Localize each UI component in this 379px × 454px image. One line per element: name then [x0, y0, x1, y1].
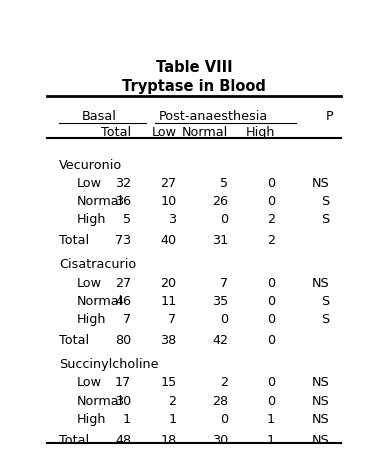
Text: Cisatracurio: Cisatracurio: [59, 258, 136, 271]
Text: 11: 11: [160, 295, 177, 308]
Text: 0: 0: [267, 195, 275, 208]
Text: 73: 73: [115, 234, 131, 247]
Text: Total: Total: [59, 434, 89, 447]
Text: 7: 7: [220, 276, 228, 290]
Text: 18: 18: [160, 434, 177, 447]
Text: Low: Low: [77, 177, 102, 190]
Text: 0: 0: [220, 313, 228, 326]
Text: NS: NS: [312, 376, 329, 390]
Text: 0: 0: [220, 213, 228, 226]
Text: 31: 31: [212, 234, 228, 247]
Text: 15: 15: [160, 376, 177, 390]
Text: Normal: Normal: [182, 126, 228, 139]
Text: 3: 3: [169, 213, 177, 226]
Text: NS: NS: [312, 177, 329, 190]
Text: Succinylcholine: Succinylcholine: [59, 358, 159, 371]
Text: 1: 1: [267, 434, 275, 447]
Text: 27: 27: [115, 276, 131, 290]
Text: 10: 10: [160, 195, 177, 208]
Text: S: S: [321, 195, 329, 208]
Text: 1: 1: [123, 413, 131, 426]
Text: 46: 46: [115, 295, 131, 308]
Text: NS: NS: [312, 276, 329, 290]
Text: 2: 2: [220, 376, 228, 390]
Text: 0: 0: [267, 295, 275, 308]
Text: 38: 38: [160, 334, 177, 347]
Text: 0: 0: [220, 413, 228, 426]
Text: Low: Low: [77, 376, 102, 390]
Text: 2: 2: [169, 395, 177, 408]
Text: 0: 0: [267, 276, 275, 290]
Text: 1: 1: [267, 413, 275, 426]
Text: 0: 0: [267, 376, 275, 390]
Text: Total: Total: [101, 126, 131, 139]
Text: 7: 7: [123, 313, 131, 326]
Text: S: S: [321, 213, 329, 226]
Text: 0: 0: [267, 313, 275, 326]
Text: Tryptase in Blood: Tryptase in Blood: [122, 79, 266, 94]
Text: 7: 7: [169, 313, 177, 326]
Text: 36: 36: [115, 195, 131, 208]
Text: 30: 30: [212, 434, 228, 447]
Text: 0: 0: [267, 395, 275, 408]
Text: Basal: Basal: [81, 110, 116, 123]
Text: High: High: [77, 413, 106, 426]
Text: Table VIII: Table VIII: [156, 60, 233, 75]
Text: 17: 17: [115, 376, 131, 390]
Text: 27: 27: [160, 177, 177, 190]
Text: Total: Total: [59, 334, 89, 347]
Text: High: High: [77, 213, 106, 226]
Text: High: High: [246, 126, 275, 139]
Text: 2: 2: [267, 234, 275, 247]
Text: 0: 0: [267, 334, 275, 347]
Text: 28: 28: [212, 395, 228, 408]
Text: 32: 32: [115, 177, 131, 190]
Text: 30: 30: [115, 395, 131, 408]
Text: S: S: [321, 313, 329, 326]
Text: Low: Low: [152, 126, 177, 139]
Text: Normal: Normal: [77, 395, 123, 408]
Text: 0: 0: [267, 177, 275, 190]
Text: 48: 48: [115, 434, 131, 447]
Text: Post-anaesthesia: Post-anaesthesia: [159, 110, 268, 123]
Text: Vecuronio: Vecuronio: [59, 158, 122, 172]
Text: Total: Total: [59, 234, 89, 247]
Text: Normal: Normal: [77, 295, 123, 308]
Text: 26: 26: [212, 195, 228, 208]
Text: NS: NS: [312, 434, 329, 447]
Text: 40: 40: [160, 234, 177, 247]
Text: 80: 80: [115, 334, 131, 347]
Text: 20: 20: [160, 276, 177, 290]
Text: 5: 5: [220, 177, 228, 190]
Text: 35: 35: [212, 295, 228, 308]
Text: 42: 42: [212, 334, 228, 347]
Text: 5: 5: [123, 213, 131, 226]
Text: S: S: [321, 295, 329, 308]
Text: P: P: [326, 110, 333, 123]
Text: Low: Low: [77, 276, 102, 290]
Text: High: High: [77, 313, 106, 326]
Text: 1: 1: [169, 413, 177, 426]
Text: 2: 2: [267, 213, 275, 226]
Text: Normal: Normal: [77, 195, 123, 208]
Text: NS: NS: [312, 413, 329, 426]
Text: NS: NS: [312, 395, 329, 408]
